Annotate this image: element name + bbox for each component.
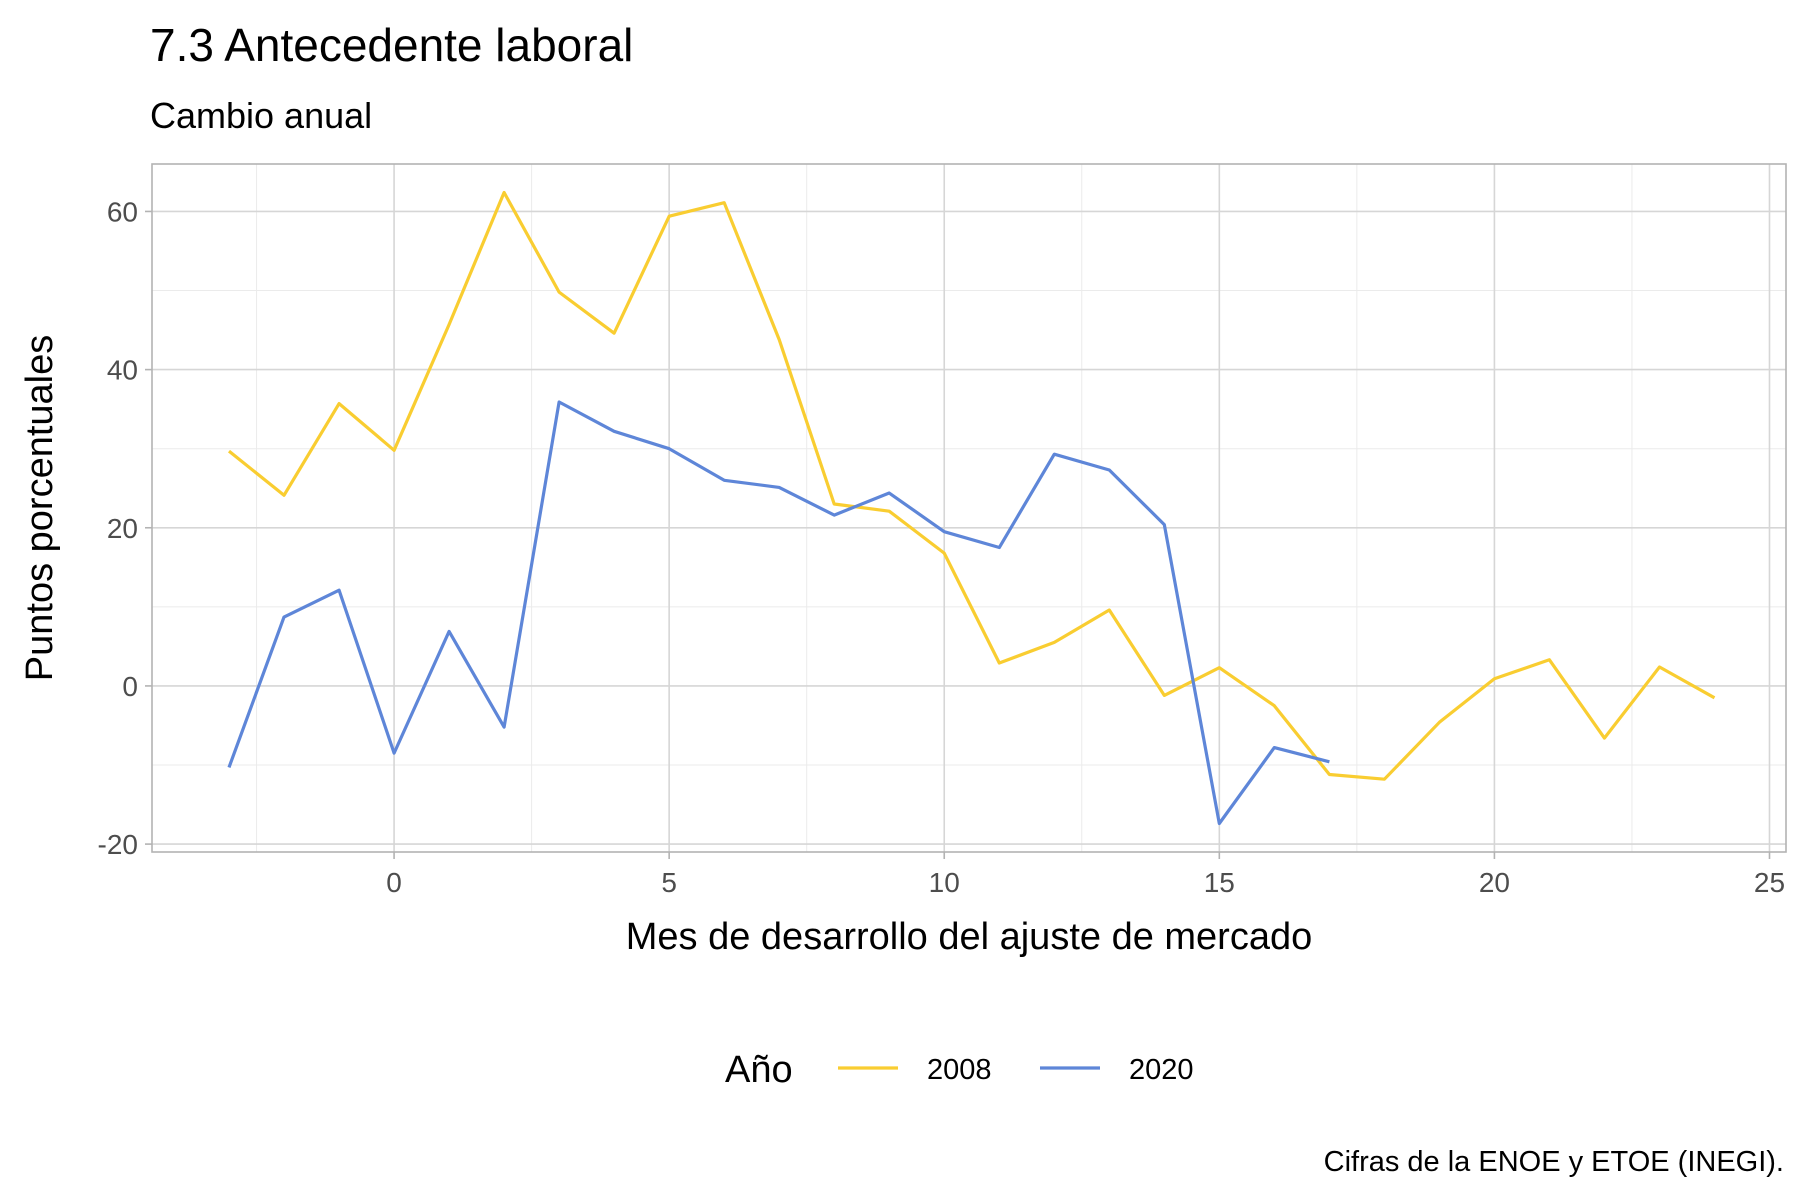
- chart-title: 7.3 Antecedente laboral: [150, 19, 633, 71]
- x-tick-label: 20: [1479, 867, 1510, 898]
- y-tick-label: 20: [107, 513, 138, 544]
- x-tick-label: 25: [1754, 867, 1785, 898]
- series-line-2020: [227, 400, 1330, 826]
- y-tick-label: 0: [122, 671, 138, 702]
- legend-title: Año: [725, 1049, 793, 1091]
- plot-panel-border: [151, 163, 1787, 853]
- x-axis-title: Mes de desarrollo del ajuste de mercado: [626, 916, 1313, 958]
- series-line-2008: [227, 190, 1716, 781]
- y-tick-label: -20: [98, 829, 138, 860]
- x-tick-label: 0: [386, 867, 402, 898]
- x-tick-label: 5: [661, 867, 677, 898]
- chart-caption: Cifras de la ENOE y ETOE (INEGI).: [1324, 1146, 1784, 1178]
- chart-subtitle: Cambio anual: [150, 95, 372, 136]
- legend: Año 2008 2020: [725, 1049, 1194, 1091]
- x-tick-label: 10: [929, 867, 960, 898]
- axis-ticks: -20 0 20 40 60 0 5 10 15 20 25: [98, 196, 1786, 898]
- y-axis-title: Puntos porcentuales: [19, 335, 61, 681]
- legend-label-2008: 2008: [927, 1054, 992, 1086]
- series-lines: [227, 190, 1716, 826]
- x-tick-label: 15: [1204, 867, 1235, 898]
- legend-label-2020: 2020: [1129, 1054, 1194, 1086]
- y-tick-label: 60: [107, 196, 138, 227]
- y-tick-label: 40: [107, 355, 138, 386]
